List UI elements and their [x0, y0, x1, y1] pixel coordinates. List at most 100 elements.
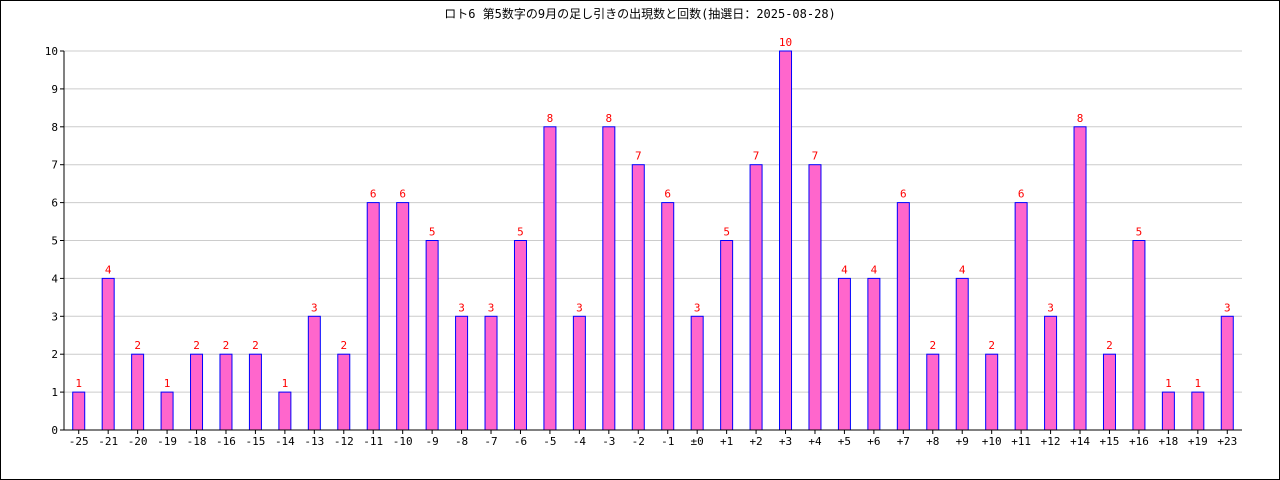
bar-value-label: 7 [635, 150, 642, 163]
bar [572, 315, 586, 431]
bar-value-label: 6 [664, 188, 671, 201]
x-tick-label: +3 [779, 435, 792, 448]
bar [749, 164, 763, 431]
bar [219, 353, 233, 431]
bar-value-label: 3 [458, 301, 465, 314]
bar-value-label: 3 [694, 301, 701, 314]
x-tick-label: -6 [514, 435, 527, 448]
x-tick-label: -15 [245, 435, 265, 448]
bar-value-label: 2 [929, 339, 936, 352]
bar [190, 353, 204, 431]
bar-value-label: 3 [576, 301, 583, 314]
y-tick-label: 5 [51, 235, 58, 248]
x-tick-label: -3 [602, 435, 615, 448]
y-tick-label: 1 [51, 386, 58, 399]
bar-value-label: 2 [1106, 339, 1113, 352]
bar [1044, 315, 1058, 431]
data-labels: 1 4 2 1 2 2 2 1 3 2 6 6 5 3 3 5 8 3 8 7 6 3 5 7 10 7 4 4 6 2 4 2 6 3 8 2 5 1 1… [75, 36, 1230, 390]
bar [1220, 315, 1234, 431]
x-tick-label: +16 [1129, 435, 1149, 448]
y-tick-label: 2 [51, 348, 58, 361]
bar-value-label: 2 [988, 339, 995, 352]
bar-value-label: 1 [75, 377, 82, 390]
x-tick-label: +18 [1158, 435, 1178, 448]
bar-value-label: 1 [1165, 377, 1172, 390]
bar [160, 391, 174, 431]
bar-value-label: 6 [370, 188, 377, 201]
bar [1191, 391, 1205, 431]
x-tick-label: +11 [1011, 435, 1031, 448]
x-tick-label: -4 [573, 435, 587, 448]
bar [955, 277, 969, 431]
bar [896, 202, 910, 431]
bar-value-label: 2 [134, 339, 141, 352]
y-tick-label: 7 [51, 159, 58, 172]
bar [543, 126, 557, 431]
bar [248, 353, 262, 431]
x-tick-label: +2 [749, 435, 762, 448]
bar-value-label: 5 [517, 226, 524, 239]
bar-value-label: 5 [723, 226, 730, 239]
x-tick-label: -16 [216, 435, 236, 448]
x-tick-label: +14 [1070, 435, 1090, 448]
bar-value-label: 5 [429, 226, 436, 239]
x-tick-label: -5 [543, 435, 556, 448]
x-tick-label: -18 [187, 435, 207, 448]
y-tick-label: 9 [51, 83, 58, 96]
bar [72, 391, 86, 431]
bar [337, 353, 351, 431]
x-tick-label: +7 [897, 435, 910, 448]
x-tick-label: +4 [808, 435, 822, 448]
x-tick-label: -19 [157, 435, 177, 448]
x-tick-label: -12 [334, 435, 354, 448]
bar-value-label: 8 [547, 112, 554, 125]
bar [867, 277, 881, 431]
bar [985, 353, 999, 431]
bar-value-label: 6 [399, 188, 406, 201]
y-tick-label: 10 [45, 45, 58, 58]
bar-value-label: 5 [1136, 226, 1143, 239]
bar-value-label: 2 [252, 339, 259, 352]
bar-value-label: 1 [164, 377, 171, 390]
y-tick-label: 3 [51, 310, 58, 323]
bar [484, 315, 498, 431]
x-tick-label: +10 [982, 435, 1002, 448]
x-tick-label: +1 [720, 435, 733, 448]
bar [926, 353, 940, 431]
bar [837, 277, 851, 431]
x-tick-label: -8 [455, 435, 468, 448]
y-tick-label: 4 [51, 272, 58, 285]
bar-value-label: 3 [1047, 301, 1054, 314]
bar [661, 202, 675, 431]
bar-value-label: 3 [311, 301, 318, 314]
bar-value-label: 2 [223, 339, 230, 352]
bar [720, 240, 734, 431]
bar-value-label: 10 [779, 36, 792, 49]
x-tick-label: -21 [98, 435, 118, 448]
bar [278, 391, 292, 431]
bar-value-label: 1 [282, 377, 289, 390]
bar-value-label: 4 [841, 263, 848, 276]
bar [808, 164, 822, 431]
bar [1132, 240, 1146, 431]
x-tick-label: -25 [69, 435, 89, 448]
x-tick-label: +5 [838, 435, 851, 448]
bar [131, 353, 145, 431]
bar-value-label: 8 [1077, 112, 1084, 125]
bar-value-label: 3 [1224, 301, 1231, 314]
x-tick-label: -20 [128, 435, 148, 448]
bar [513, 240, 527, 431]
bar [1014, 202, 1028, 431]
x-tick-label: -14 [275, 435, 295, 448]
bar-value-label: 1 [1195, 377, 1202, 390]
x-tick-label: -9 [426, 435, 439, 448]
gridlines [64, 50, 1242, 393]
bar [1073, 126, 1087, 431]
bar-value-label: 6 [1018, 188, 1025, 201]
x-tick-label: -1 [661, 435, 674, 448]
bars [72, 50, 1234, 431]
bar-value-label: 7 [812, 150, 819, 163]
